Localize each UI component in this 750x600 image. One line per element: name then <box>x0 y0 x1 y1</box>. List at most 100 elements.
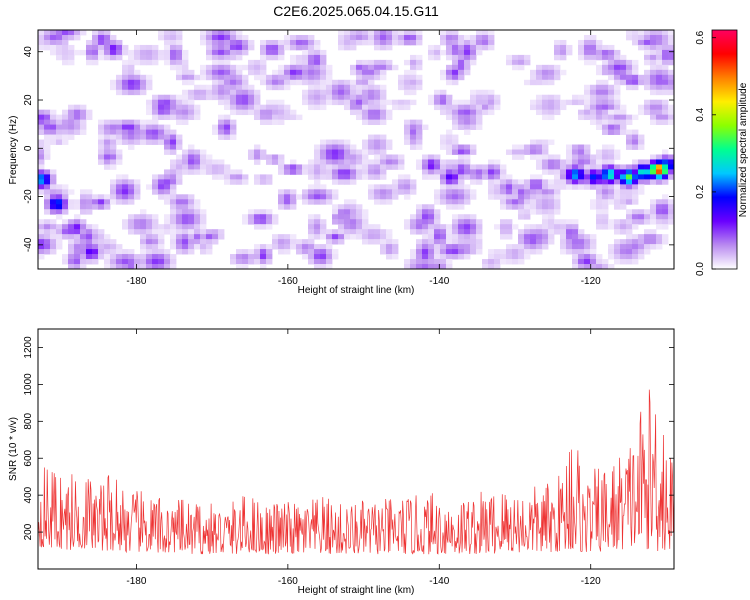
heatmap-cell <box>620 244 627 250</box>
heatmap-cell <box>254 69 261 76</box>
heatmap-cell <box>548 229 555 235</box>
heatmap-cell <box>548 234 555 240</box>
heatmap-cell <box>116 39 123 46</box>
heatmap-cell <box>650 164 657 170</box>
heatmap-cell <box>122 179 129 185</box>
heatmap-cell <box>458 64 465 71</box>
heatmap-cell <box>440 139 447 145</box>
heatmap-cell <box>458 114 465 121</box>
heatmap-cell <box>344 39 351 46</box>
heatmap-cell <box>668 59 674 66</box>
heatmap-cell <box>242 79 249 86</box>
heatmap-cell <box>458 219 465 225</box>
heatmap-cell <box>164 149 171 155</box>
heatmap-cell <box>176 30 183 36</box>
colorbar-tick-label: 0.0 <box>695 262 706 276</box>
heatmap-cell <box>74 244 81 250</box>
heatmap-cell <box>656 199 663 205</box>
heatmap-cell <box>512 154 519 160</box>
heatmap-cell <box>56 124 63 130</box>
heatmap-cell <box>434 164 441 170</box>
heatmap-cell <box>392 244 399 250</box>
heatmap-cell <box>422 219 429 225</box>
colorbar: 0.00.20.40.6 Normalized spectral amplitu… <box>695 29 749 276</box>
heatmap-cell <box>464 124 471 130</box>
heatmap-cell <box>272 74 279 81</box>
heatmap-cell <box>452 199 459 205</box>
heatmap-cell <box>434 224 441 230</box>
heatmap-cell <box>164 224 171 230</box>
heatmap-cell <box>656 109 663 116</box>
heatmap-cell <box>218 129 225 135</box>
heatmap-cell <box>602 59 609 66</box>
heatmap-cell <box>110 54 117 61</box>
heatmap-cell <box>422 249 429 255</box>
heatmap-cell <box>380 114 387 121</box>
heatmap-cell <box>644 159 651 165</box>
heatmap-cell <box>206 64 213 71</box>
heatmap-cell <box>236 104 243 111</box>
heatmap-cell <box>260 264 267 269</box>
heatmap-cell <box>68 264 75 269</box>
heatmap-cell <box>374 149 381 155</box>
heatmap-cell <box>554 49 561 56</box>
heatmap-cell <box>278 64 285 71</box>
heatmap-cell <box>374 94 381 101</box>
heatmap-cell <box>626 224 633 230</box>
heatmap-cell <box>488 109 495 116</box>
heatmap-cell <box>428 164 435 170</box>
heatmap-cell <box>428 204 435 210</box>
heatmap-cell <box>236 84 243 91</box>
heatmap-cell <box>302 64 309 71</box>
heatmap-cell <box>152 99 159 106</box>
heatmap-cell <box>476 249 483 255</box>
heatmap-cell <box>218 94 225 101</box>
heatmap-cell <box>86 259 93 265</box>
heatmap-cell <box>326 99 333 106</box>
heatmap-cell <box>122 44 129 51</box>
heatmap-cell <box>260 244 267 250</box>
heatmap-cell <box>386 64 393 71</box>
heatmap-cell <box>356 224 363 230</box>
heatmap-cell <box>596 79 603 86</box>
heatmap-cell <box>428 249 435 255</box>
heatmap-cell <box>338 179 345 185</box>
heatmap-cell <box>368 94 375 101</box>
heatmap-cell <box>620 54 627 61</box>
heatmap-cell <box>332 179 339 185</box>
spectrogram-x-tick-label: -140 <box>429 276 449 287</box>
heatmap-cell <box>368 69 375 76</box>
heatmap-cell <box>98 34 105 41</box>
heatmap-cell <box>368 184 375 190</box>
heatmap-cell <box>44 194 51 200</box>
heatmap-cell <box>422 264 429 269</box>
heatmap-cell <box>290 164 297 170</box>
heatmap-cell <box>584 39 591 46</box>
heatmap-cell <box>308 164 315 170</box>
heatmap-cell <box>404 129 411 135</box>
heatmap-cell <box>524 144 531 150</box>
heatmap-cell <box>176 104 183 111</box>
heatmap-cell <box>230 64 237 71</box>
heatmap-cell <box>518 239 525 245</box>
heatmap-cell <box>296 64 303 71</box>
heatmap-cell <box>122 219 129 225</box>
heatmap-cell <box>278 44 285 51</box>
heatmap-cell <box>200 84 207 91</box>
heatmap-cell <box>188 144 195 150</box>
heatmap-cell <box>116 119 123 126</box>
heatmap-cell <box>548 169 555 175</box>
heatmap-cell <box>236 99 243 106</box>
heatmap-cell <box>494 224 501 230</box>
heatmap-cell <box>452 99 459 106</box>
heatmap-cell <box>410 219 417 225</box>
heatmap-cell <box>44 204 51 210</box>
heatmap-cell <box>242 174 249 180</box>
heatmap-cell <box>182 54 189 61</box>
heatmap-cell <box>590 84 597 91</box>
heatmap-cell <box>470 89 477 96</box>
heatmap-cell <box>620 189 627 195</box>
heatmap-cell <box>620 59 627 66</box>
heatmap-cell <box>110 239 117 245</box>
heatmap-cell <box>86 234 93 240</box>
